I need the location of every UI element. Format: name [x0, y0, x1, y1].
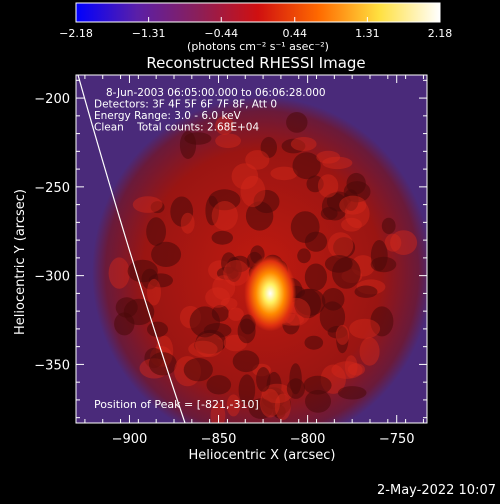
timestamp: 2-May-2022 10:07 — [377, 483, 496, 498]
colorbar-ticks: −2.18 −1.31 −0.44 0.44 1.31 2.18 — [59, 2, 453, 40]
colorbar-tick-label: 0.44 — [282, 27, 307, 40]
peak-source — [244, 255, 297, 332]
colorbar — [76, 3, 440, 22]
annotation-line: 8-Jun-2003 06:05:00.000 to 06:06:28.000 — [106, 87, 326, 99]
x-tick-label: −750 — [379, 432, 415, 447]
colorbar-tick-label: −2.18 — [59, 27, 93, 40]
peak-position-label: Position of Peak = [-821,-310] — [94, 398, 259, 411]
annotation-line: Clean Total counts: 2.68E+04 — [94, 122, 259, 134]
y-tick-label: −250 — [34, 181, 70, 196]
x-axis: −900 −850 −800 −750 — [84, 75, 424, 447]
colorbar-tick-label: 1.31 — [355, 27, 380, 40]
x-tick-label: −800 — [290, 432, 326, 447]
annotations: 8-Jun-2003 06:05:00.000 to 06:06:28.000D… — [94, 87, 326, 134]
y-tick-label: −350 — [34, 358, 70, 373]
y-tick-label: −200 — [34, 92, 70, 107]
annotation-line: Detectors: 3F 4F 5F 6F 7F 8F, Att 0 — [94, 99, 277, 111]
colorbar-tick-label: 2.18 — [428, 27, 453, 40]
heatmap-image — [76, 75, 427, 423]
y-axis-label: Heliocentric Y (arcsec) — [13, 189, 28, 335]
colorbar-tick-label: −1.31 — [132, 27, 166, 40]
annotation-line: Energy Range: 3.0 - 6.0 keV — [94, 110, 242, 122]
colorbar-tick-label: −0.44 — [204, 27, 238, 40]
plot-frame — [75, 74, 428, 424]
x-tick-label: −900 — [112, 432, 148, 447]
y-tick-label: −300 — [34, 270, 70, 285]
chart-title: Reconstructed RHESSI Image — [146, 54, 365, 72]
solar-limb — [77, 75, 186, 423]
x-tick-label: −850 — [201, 432, 237, 447]
colorbar-unit-label: (photons cm⁻² s⁻¹ asec⁻²) — [187, 40, 329, 53]
x-axis-label: Heliocentric X (arcsec) — [189, 448, 336, 463]
y-axis: −200 −250 −300 −350 — [34, 79, 427, 419]
